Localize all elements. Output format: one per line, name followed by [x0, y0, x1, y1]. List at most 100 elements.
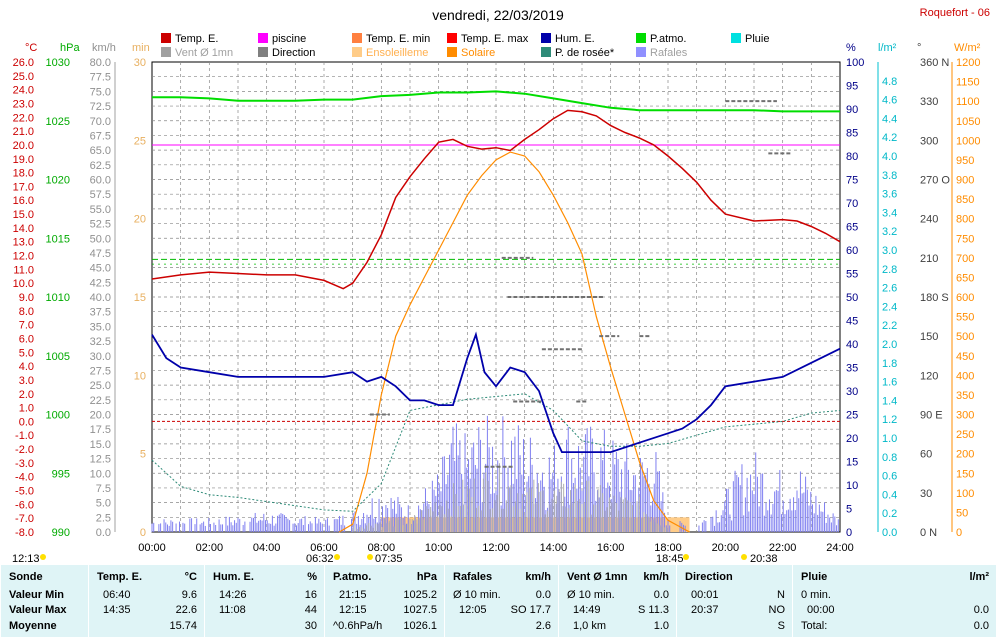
- direction-tick: 60: [920, 449, 932, 461]
- legend-swatch: [731, 33, 741, 43]
- solar-tick: 350: [956, 390, 974, 402]
- temp-tick: 7.0: [19, 320, 34, 332]
- rain-tick: 4.6: [882, 95, 897, 107]
- wind-tick: 75.0: [90, 86, 111, 98]
- direction-tick: 120: [920, 370, 938, 382]
- patmo-max-time: 12:15: [339, 604, 367, 616]
- wind-tick: 57.5: [90, 189, 111, 201]
- chart-title: vendredi, 22/03/2019: [432, 7, 564, 23]
- rain-tick: 4.2: [882, 132, 897, 144]
- temp-tick: -2.0: [15, 444, 34, 456]
- dir-time-2: 20:37: [691, 604, 719, 616]
- humidity-tick: 95: [846, 81, 858, 93]
- legend-label: Pluie: [745, 33, 769, 45]
- rain-tick: 2.0: [882, 339, 897, 351]
- solar-tick: 850: [956, 194, 974, 206]
- rain-tick: 3.4: [882, 207, 897, 219]
- time-marker: 12:13: [12, 553, 40, 562]
- wind-tick: 2.5: [96, 512, 111, 524]
- temp-tick: 26.0: [13, 57, 34, 69]
- legend-swatch: [541, 33, 551, 43]
- legend-label: P.atmo.: [650, 33, 687, 45]
- rain-time: 00:00: [807, 604, 835, 616]
- humidity-line: [151, 331, 841, 454]
- wind-tick: 35.0: [90, 321, 111, 333]
- column-header: Pluie: [801, 571, 828, 583]
- solar-tick: 1050: [956, 116, 980, 128]
- humidity-tick: 15: [846, 457, 858, 469]
- pressure-tick: 1010: [46, 292, 70, 304]
- direction-tick: 30: [920, 488, 932, 500]
- dir-avg: S: [777, 620, 785, 632]
- sun-marker-icon: [367, 554, 373, 560]
- temperature-line: [151, 109, 841, 290]
- time-tick: 00:00: [138, 542, 166, 554]
- rain-tick: 0.2: [882, 508, 897, 520]
- time-marker: 20:38: [750, 553, 778, 562]
- humidity-tick: 60: [846, 245, 858, 257]
- wind-tick: 60.0: [90, 175, 111, 187]
- table-column: Hum. E.% 14:26 16 11:08 44 30: [204, 565, 325, 637]
- dir-val-1: N: [777, 589, 785, 601]
- temp-avg: 15.74: [169, 620, 197, 632]
- rain-tick: 4.4: [882, 113, 897, 125]
- humidity-tick: 85: [846, 128, 858, 140]
- solar-tick: 50: [956, 507, 968, 519]
- patmo-min-time: 21:15: [339, 589, 367, 601]
- legend-swatch: [447, 33, 457, 43]
- temp-tick: 20.0: [13, 140, 34, 152]
- pressure-tick: 1005: [46, 351, 70, 363]
- gust-avg10: 0.0: [535, 589, 551, 601]
- pressure-tick: 990: [52, 527, 70, 539]
- legend-swatch: [447, 47, 457, 57]
- gust-max-time: 12:05: [459, 604, 487, 616]
- temp-tick: -5.0: [15, 486, 34, 498]
- time-tick: 02:00: [196, 542, 224, 554]
- wind-tick: 72.5: [90, 101, 111, 113]
- legend-label: Temp. E.: [175, 33, 218, 45]
- rain-tick: 4.0: [882, 151, 897, 163]
- chart-axes: 26.0 25.0 24.023.0 22.0 21.0 20.0 19.0 18.017.0…: [12, 42, 981, 562]
- legend-swatch: [352, 33, 362, 43]
- temp-tick: 18.0: [13, 168, 34, 180]
- humidity-tick: 65: [846, 222, 858, 234]
- solar-tick: 450: [956, 351, 974, 363]
- chart-grid: [151, 61, 841, 533]
- time-tick: 12:00: [482, 542, 510, 554]
- rain-tick: 3.2: [882, 226, 897, 238]
- humidity-tick: 100: [846, 57, 864, 69]
- pressure-tick: 1015: [46, 233, 70, 245]
- chart-svg: 26.0 25.0 24.023.0 22.0 21.0 20.0 19.0 18.017.0…: [12, 7, 990, 562]
- temp-tick: 1.0: [19, 403, 34, 415]
- direction-tick: 330: [920, 96, 938, 108]
- wind-avg10: 0.0: [653, 589, 669, 601]
- temp-tick: 16.0: [13, 195, 34, 207]
- patmo-avg: 1026.1: [403, 620, 437, 632]
- wind-tick: 10.0: [90, 468, 111, 480]
- wind-tick: 12.5: [90, 454, 111, 466]
- temp-min-time: 06:40: [103, 589, 131, 601]
- legend-label: Vent Ø 1mn: [175, 47, 233, 59]
- solar-tick: 750: [956, 233, 974, 245]
- patmo-min: 1025.2: [403, 589, 437, 601]
- rain-tick: 2.2: [882, 320, 897, 332]
- wind-max-time: 14:49: [573, 604, 601, 616]
- rain-tick: 2.4: [882, 301, 897, 313]
- column-unit: km/h: [525, 571, 551, 583]
- unit-rain: l/m²: [878, 42, 897, 54]
- humidity-tick: 75: [846, 175, 858, 187]
- time-tick: 08:00: [368, 542, 396, 554]
- legend-swatch: [161, 33, 171, 43]
- humidity-tick: 0: [846, 527, 852, 539]
- unit-pressure: hPa: [60, 42, 80, 54]
- humidity-tick: 45: [846, 316, 858, 328]
- legend-label: Direction: [272, 47, 315, 59]
- patmo-max: 1027.5: [403, 604, 437, 616]
- temp-tick: -6.0: [15, 499, 34, 511]
- solar-tick: 650: [956, 272, 974, 284]
- solar-tick: 800: [956, 214, 974, 226]
- direction-tick: 300: [920, 135, 938, 147]
- direction-tick: 360 N: [920, 57, 949, 69]
- legend-swatch: [258, 47, 268, 57]
- rain-tick: 4.8: [882, 76, 897, 88]
